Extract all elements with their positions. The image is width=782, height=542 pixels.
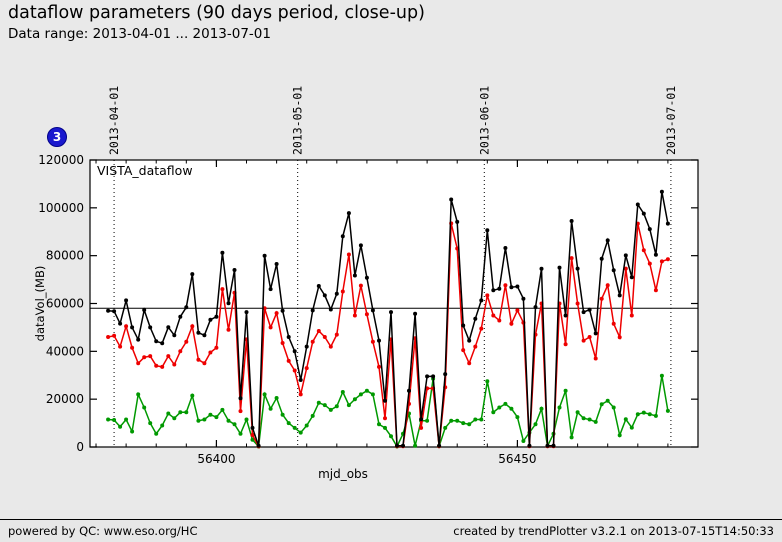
- page-title: dataflow parameters (90 days period, clo…: [8, 3, 425, 23]
- y-tick-label: 60000: [46, 297, 84, 311]
- chart-svg: 2013-04-01 2013-05-01 2013-06-01 2013-07-01…: [33, 86, 699, 481]
- month-label: 2013-06-01: [477, 86, 491, 155]
- data-range-subtitle: Data range: 2013-04-01 ... 2013-07-01: [8, 25, 271, 42]
- month-label: 2013-04-01: [107, 86, 121, 155]
- y-axis-label: dataVol_(MB): [33, 266, 47, 342]
- x-tick-label: 56450: [498, 452, 536, 466]
- footer-created-by: created by trendPlotter v3.2.1 on 2013-0…: [453, 524, 774, 538]
- y-tick-label: 80000: [46, 249, 84, 263]
- y-tick-label: 100000: [38, 201, 84, 215]
- month-label: 2013-05-01: [291, 86, 305, 155]
- plot-number-badge[interactable]: 3: [47, 127, 67, 147]
- month-label: 2013-07-01: [664, 86, 678, 155]
- header: dataflow parameters (90 days period, clo…: [0, 0, 782, 43]
- y-tick-label: 20000: [46, 392, 84, 406]
- footer-powered-by: powered by QC: www.eso.org/HC: [8, 524, 198, 538]
- x-axis-label: mjd_obs: [318, 467, 368, 481]
- series-group-label: VISTA_dataflow: [97, 163, 193, 178]
- x-tick-label: 56400: [197, 452, 235, 466]
- series-black: [106, 189, 670, 448]
- y-tick-label: 120000: [38, 153, 84, 167]
- series-green: [106, 373, 670, 449]
- y-tick-label: 0: [76, 440, 84, 454]
- footer-bar: powered by QC: www.eso.org/HC created by…: [0, 519, 782, 542]
- dataflow-chart: 2013-04-01 2013-05-01 2013-06-01 2013-07-01…: [0, 60, 782, 515]
- y-tick-label: 40000: [46, 344, 84, 358]
